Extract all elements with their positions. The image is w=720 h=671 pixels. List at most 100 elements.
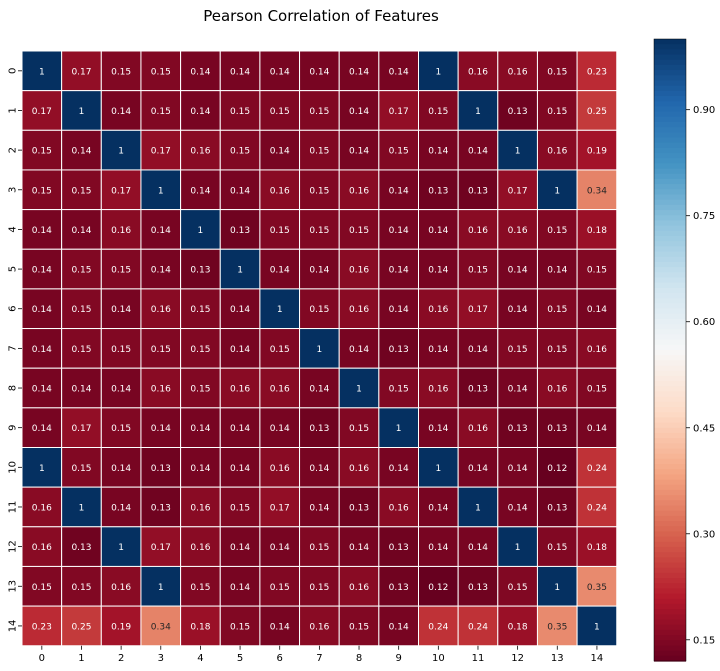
cell-value-label: 0.17 xyxy=(508,186,528,196)
colorbar-segment xyxy=(654,484,686,491)
heatmap-cell-14-0 xyxy=(21,605,63,647)
cell-value-label: 0.14 xyxy=(270,266,290,276)
heatmap-cell-12-14 xyxy=(576,526,618,567)
heatmap-cell-11-10 xyxy=(418,486,459,528)
colorbar-segment xyxy=(654,526,686,533)
colorbar-segment xyxy=(654,230,686,237)
heatmap-cell-14-1 xyxy=(61,605,102,647)
y-tick-label: 8 xyxy=(8,385,19,391)
cell-value-label: 0.16 xyxy=(32,503,52,513)
heatmap-cell-9-6 xyxy=(259,407,301,449)
heatmap-cell-13-1 xyxy=(61,565,102,607)
x-tick-label: 10 xyxy=(432,653,445,664)
heatmap-cell-2-9 xyxy=(378,129,420,171)
heatmap-cell-12-13 xyxy=(536,526,578,567)
heatmap-cell-1-5 xyxy=(219,90,261,131)
cell-value-label: 0.16 xyxy=(349,266,369,276)
cell-value-label: 0.14 xyxy=(428,226,448,236)
colorbar-segment xyxy=(654,614,686,621)
x-tick-label: 6 xyxy=(277,653,283,664)
heatmap-cell-14-7 xyxy=(299,605,340,647)
colorbar-segment xyxy=(654,132,686,139)
cell-value-label: 0.14 xyxy=(230,67,250,77)
heatmap-cell-11-2 xyxy=(100,486,142,528)
colorbar-tick-label: 0.75 xyxy=(693,211,715,222)
cell-value-label: 0.18 xyxy=(508,622,528,632)
heatmap-cell-4-11 xyxy=(457,209,499,250)
cell-value-label: 0.14 xyxy=(111,503,131,513)
cell-value-label: 0.16 xyxy=(270,385,290,395)
heatmap-cell-5-5 xyxy=(219,248,261,290)
heatmap-cell-6-8 xyxy=(338,288,380,330)
heatmap-cell-11-12 xyxy=(497,486,538,528)
colorbar-segment xyxy=(654,489,686,496)
cell-value-label: 0.18 xyxy=(587,226,607,236)
heatmap-cell-3-5 xyxy=(219,169,261,211)
heatmap-cell-3-8 xyxy=(338,169,380,211)
cell-value-label: 0.15 xyxy=(230,107,250,117)
cell-value-label: 0.14 xyxy=(309,385,329,395)
x-tick-label: 8 xyxy=(356,653,362,664)
heatmap-cell-3-2 xyxy=(100,169,142,211)
colorbar-segment xyxy=(654,552,686,558)
heatmap-cell-3-3 xyxy=(140,169,182,211)
cell-value-label: 0.24 xyxy=(587,503,607,513)
y-tick-label: 7 xyxy=(8,345,19,351)
cell-value-label: 0.13 xyxy=(151,503,171,513)
heatmap-cell-4-7 xyxy=(299,209,340,250)
heatmap-cell-5-0 xyxy=(21,248,63,290)
heatmap-cell-8-13 xyxy=(536,367,578,409)
cell-value-label: 1 xyxy=(79,107,85,117)
cell-value-label: 1 xyxy=(118,543,124,553)
colorbar-segment xyxy=(654,448,686,455)
colorbar-segment xyxy=(654,90,686,97)
cell-value-label: 0.14 xyxy=(190,107,210,117)
cell-value-label: 0.16 xyxy=(587,345,607,355)
colorbar-segment xyxy=(654,541,686,548)
cell-value-label: 0.15 xyxy=(111,424,131,434)
heatmap-cell-8-7 xyxy=(299,367,340,409)
cell-value-label: 0.16 xyxy=(190,147,210,157)
colorbar-segment xyxy=(654,443,686,450)
heatmap-cell-13-12 xyxy=(497,565,538,607)
colorbar-segment xyxy=(654,386,686,393)
heatmap-cell-6-6 xyxy=(259,288,301,330)
colorbar-segment xyxy=(654,318,686,325)
heatmap-cell-9-7 xyxy=(299,407,340,449)
heatmap-cell-11-7 xyxy=(299,486,340,528)
colorbar-segment xyxy=(654,458,686,465)
colorbar-segment xyxy=(654,578,686,584)
heatmap-cell-4-5 xyxy=(219,209,261,250)
cell-value-label: 0.15 xyxy=(111,67,131,77)
cell-value-label: 0.13 xyxy=(389,345,409,355)
cell-value-label: 1 xyxy=(237,266,243,276)
cell-value-label: 1 xyxy=(158,583,164,593)
colorbar-segment xyxy=(654,619,686,626)
cell-value-label: 0.14 xyxy=(230,305,250,315)
cell-value-label: 0.14 xyxy=(230,583,250,593)
cell-value-label: 0.14 xyxy=(468,464,488,474)
colorbar-segment xyxy=(654,101,686,107)
colorbar-segment xyxy=(654,163,686,170)
cell-value-label: 0.13 xyxy=(349,503,369,513)
heatmap-cell-7-12 xyxy=(497,328,538,369)
cell-value-label: 0.14 xyxy=(32,345,52,355)
heatmap-cell-8-2 xyxy=(100,367,142,409)
heatmap-cell-10-14 xyxy=(576,447,618,488)
x-tick-label: 12 xyxy=(511,653,524,664)
cell-value-label: 0.14 xyxy=(190,186,210,196)
cell-value-label: 0.15 xyxy=(190,583,210,593)
cell-value-label: 0.14 xyxy=(71,147,91,157)
colorbar-segment xyxy=(654,147,686,154)
cell-value-label: 0.15 xyxy=(547,543,567,553)
colorbar-segment xyxy=(654,515,686,522)
heatmap-cell-8-3 xyxy=(140,367,182,409)
cell-value-label: 0.14 xyxy=(32,424,52,434)
heatmap-cell-6-7 xyxy=(299,288,340,330)
heatmap-cell-1-6 xyxy=(259,90,301,131)
colorbar-segment xyxy=(654,593,686,600)
cell-value-label: 0.14 xyxy=(389,266,409,276)
cell-value-label: 0.13 xyxy=(547,424,567,434)
colorbar-segment xyxy=(654,438,686,444)
cell-value-label: 0.16 xyxy=(190,503,210,513)
